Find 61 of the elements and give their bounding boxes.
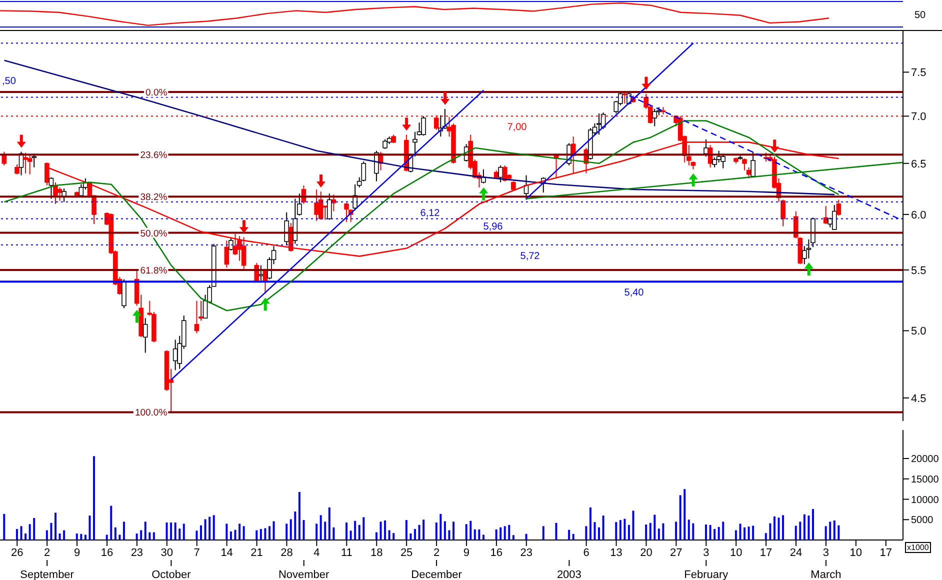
x-tick-label: 23 — [520, 546, 533, 559]
annotation: ,50 — [2, 76, 16, 87]
y-tick-label: 15000 — [911, 474, 940, 486]
y-tick-label: 10000 — [911, 494, 940, 506]
annotation: 0.0% — [146, 88, 168, 99]
x-tick-label: 9 — [463, 546, 470, 559]
y-tick-label: 6.5 — [911, 158, 926, 170]
y-tick-label: 5.5 — [911, 264, 926, 277]
ref-line-label: 6,12 — [420, 208, 440, 219]
x-tick-label: 4 — [314, 546, 320, 559]
x-tick-label: 17 — [760, 546, 772, 559]
annotation: 61.8% — [140, 265, 168, 276]
x-tick-label: 9 — [74, 546, 80, 559]
x2-tick-label: February — [684, 569, 729, 580]
x-tick-label: 20 — [640, 546, 652, 559]
x-tick-label: 24 — [790, 546, 802, 559]
y-tick-label: 5.0 — [911, 326, 926, 338]
x-tick-label: 23 — [130, 546, 144, 559]
x-tick-label: 16 — [490, 546, 503, 559]
y-tick-label: 7.0 — [911, 111, 926, 124]
annotation: 100.0% — [134, 408, 168, 419]
x-tick-label: 10 — [850, 546, 862, 559]
x2-tick-label: March — [810, 569, 842, 580]
annotation: 50.0% — [140, 228, 168, 240]
x-tick-label: 3 — [703, 546, 710, 559]
x-tick-label: 10 — [730, 546, 742, 559]
x2-tick-label: September — [20, 569, 74, 580]
text: 50 — [914, 10, 926, 21]
y-tick-label: 4.5 — [911, 392, 926, 405]
x-tick-label: 30 — [160, 546, 174, 559]
x-tick-label: 25 — [400, 546, 413, 559]
x-tick-label: 6 — [583, 546, 590, 559]
y-tick-label: 6.0 — [911, 209, 926, 222]
x-tick-label: 16 — [100, 546, 114, 559]
ref-line-label: 5,72 — [520, 250, 540, 262]
x-tick-label: 27 — [670, 546, 682, 559]
y-tick-label: 20000 — [911, 454, 940, 466]
x2-tick-label: 2003 — [556, 569, 582, 580]
x-tick-label: 11 — [340, 546, 352, 559]
annotation: 38.2% — [140, 192, 168, 204]
x-tick-label: 2 — [44, 546, 50, 559]
ref-line-label: 7,00 — [507, 122, 528, 134]
ref-line-label: 5,96 — [483, 222, 504, 233]
x-tick-label: 3 — [822, 546, 830, 559]
x2-tick-label: October — [152, 569, 192, 580]
annotation: 23.6% — [140, 150, 168, 162]
x-tick-label: 17 — [880, 546, 892, 559]
x-tick-label: 21 — [250, 546, 263, 559]
y-tick-label: 5000 — [911, 515, 934, 526]
ref-line-label: 5,40 — [624, 288, 644, 299]
y-tick-label: 7.5 — [911, 67, 926, 80]
y-axis-title: x1000 — [905, 542, 931, 553]
x2-tick-label: November — [278, 569, 330, 580]
x2-tick-label: December — [411, 569, 462, 580]
x-tick-label: 2 — [433, 546, 440, 559]
x-tick-label: 18 — [370, 546, 383, 559]
x-tick-label: 7 — [194, 546, 200, 559]
x-tick-label: 28 — [280, 546, 293, 559]
x-tick-label: 14 — [220, 546, 233, 559]
x-tick-label: 26 — [10, 546, 24, 559]
x-tick-label: 13 — [610, 546, 622, 559]
